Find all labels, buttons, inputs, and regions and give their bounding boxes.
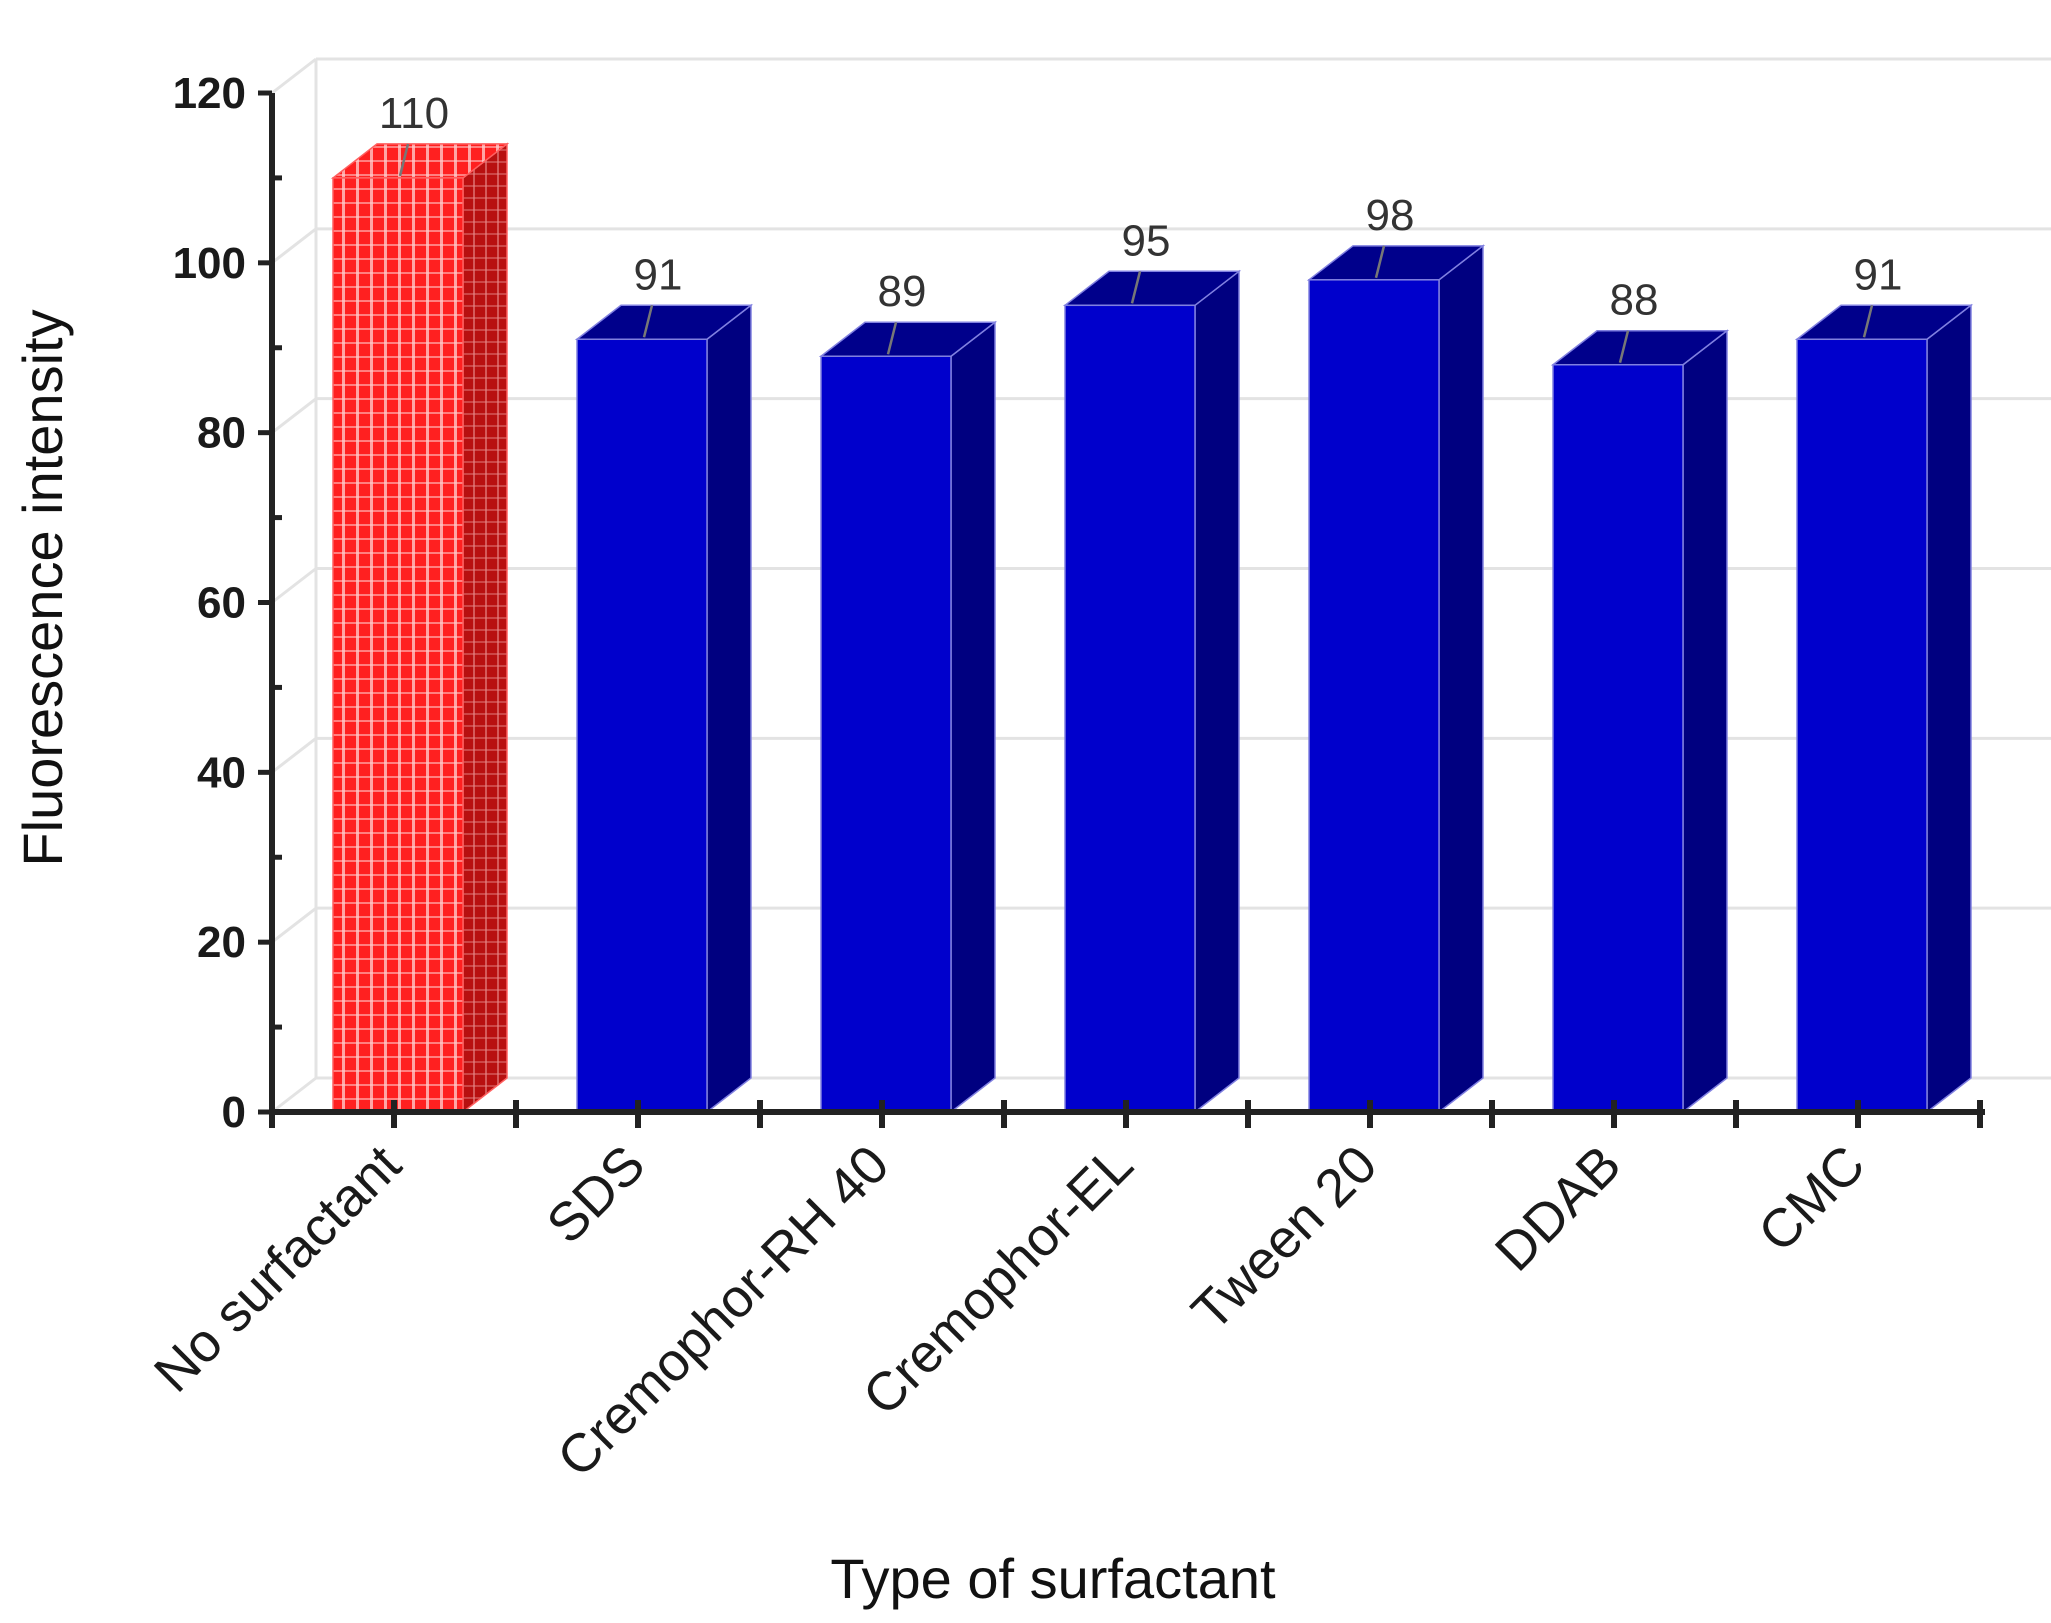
bar-front bbox=[1552, 363, 1684, 1113]
data-label-leader bbox=[398, 143, 410, 177]
bar-ddab bbox=[1550, 329, 1730, 1114]
x-tick-label: DDAB bbox=[1484, 1134, 1633, 1283]
bar-side bbox=[1438, 244, 1484, 1114]
data-label-leader bbox=[1862, 304, 1874, 338]
bar-front bbox=[1064, 304, 1196, 1113]
data-label-leader bbox=[1374, 245, 1386, 279]
data-label-leader bbox=[886, 321, 898, 355]
gridline-depth bbox=[271, 906, 317, 944]
axes bbox=[258, 90, 1985, 1128]
gridline-depth bbox=[271, 737, 317, 774]
y-tick-label: 40 bbox=[197, 748, 246, 797]
x-tick-label: SDS bbox=[536, 1134, 657, 1255]
bar-cremophor-rh-40 bbox=[818, 320, 998, 1114]
gridline-depth bbox=[271, 57, 317, 95]
bar-front bbox=[820, 355, 952, 1113]
bar-no-surfactant bbox=[330, 142, 510, 1114]
gridline-depth bbox=[271, 567, 317, 604]
y-tick-label: 60 bbox=[197, 579, 246, 628]
y-tick-label: 0 bbox=[222, 1088, 246, 1137]
x-tick-label: Tween 20 bbox=[1180, 1134, 1388, 1342]
x-tick-label: No surfactant bbox=[143, 1134, 413, 1404]
y-tick-label: 20 bbox=[197, 918, 246, 967]
bar-front bbox=[1308, 279, 1440, 1113]
bar-sds bbox=[574, 303, 754, 1114]
data-label: 98 bbox=[1366, 191, 1415, 240]
bar-side bbox=[706, 303, 752, 1114]
bar-side bbox=[950, 320, 996, 1114]
bar-front bbox=[576, 338, 708, 1113]
y-tick-label: 120 bbox=[173, 69, 246, 118]
y-tick-label: 80 bbox=[197, 409, 246, 458]
y-tick-label: 100 bbox=[173, 239, 246, 288]
bar-cmc bbox=[1794, 303, 1974, 1114]
x-tick-label: CMC bbox=[1747, 1134, 1876, 1263]
data-label: 88 bbox=[1610, 276, 1659, 325]
bar-front bbox=[1796, 338, 1928, 1113]
data-label: 91 bbox=[634, 250, 683, 299]
gridline-depth bbox=[271, 227, 317, 265]
bar-cremophor-el bbox=[1062, 269, 1242, 1114]
data-label: 89 bbox=[878, 267, 927, 316]
bar-tween-20 bbox=[1306, 244, 1486, 1114]
data-label-leader bbox=[1130, 270, 1142, 304]
bar-front bbox=[332, 177, 464, 1113]
bars bbox=[330, 142, 1974, 1114]
bar-side bbox=[462, 142, 508, 1114]
x-axis-title: Type of surfactant bbox=[830, 1547, 1276, 1610]
y-axis-title: Fluorescence intensity bbox=[11, 309, 74, 866]
data-label: 95 bbox=[1122, 216, 1171, 265]
bar-side bbox=[1194, 269, 1240, 1114]
data-label: 110 bbox=[379, 89, 449, 138]
data-label: 91 bbox=[1854, 250, 1903, 299]
bar-side bbox=[1682, 329, 1728, 1114]
data-label-leader bbox=[642, 304, 654, 338]
gridline-depth bbox=[271, 397, 317, 434]
gridline-depth bbox=[271, 1076, 317, 1114]
bar-side bbox=[1926, 303, 1972, 1114]
data-label-leader bbox=[1618, 330, 1630, 364]
